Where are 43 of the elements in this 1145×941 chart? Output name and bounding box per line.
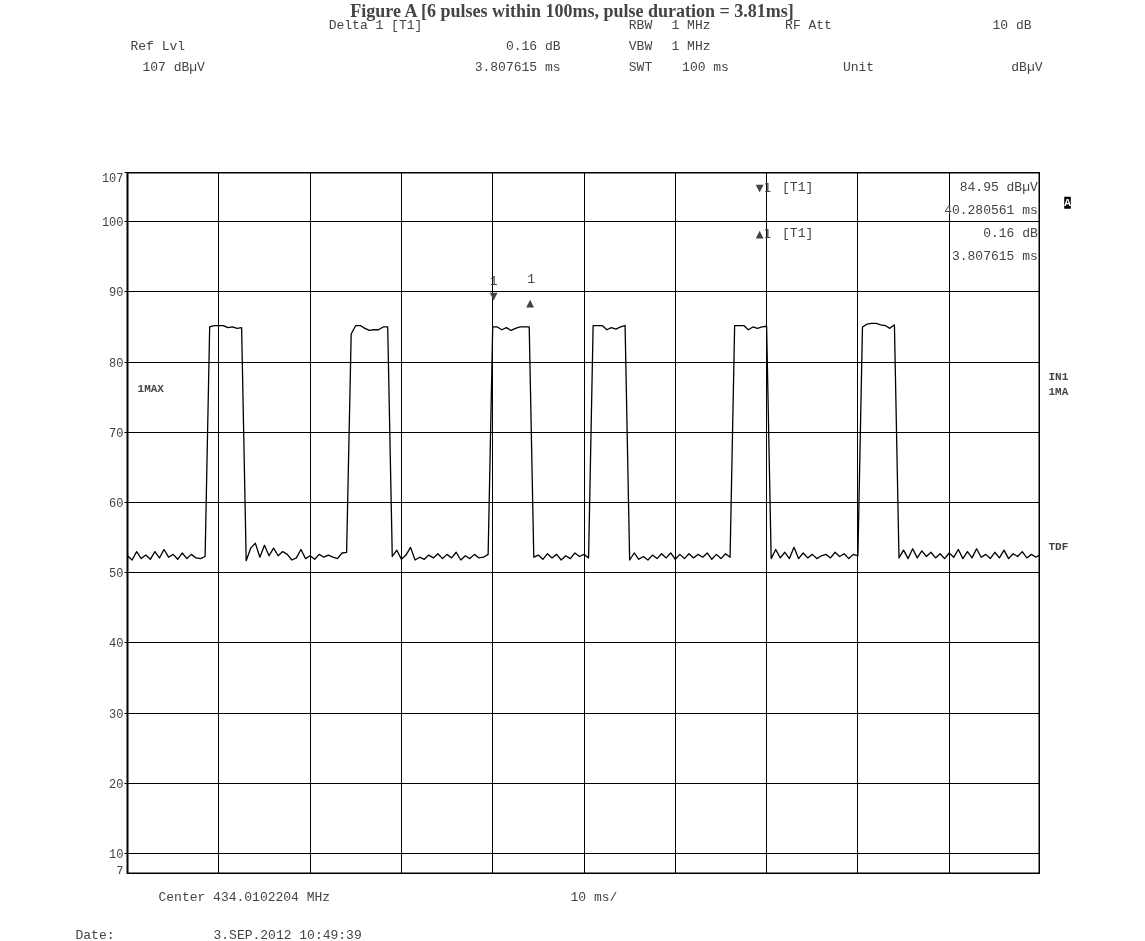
y-tick-label: 107: [101, 171, 124, 186]
text: RF Att: [785, 18, 832, 33]
annotation: ▲: [526, 294, 535, 310]
text: Ref Lvl: [130, 39, 186, 54]
y-tick-label: 100: [101, 216, 124, 231]
y-tick-label: 70: [109, 426, 124, 441]
annotation: 1: [527, 272, 536, 287]
y-tick-label: 50: [109, 567, 124, 582]
text: 10 dB: [992, 18, 1032, 33]
annotation: [T1]: [782, 226, 814, 242]
y-tick-label: 40: [109, 637, 124, 652]
text: 1 MHz: [671, 39, 711, 54]
annotation: [T1]: [782, 179, 814, 195]
annotation: 3.807615 ms: [951, 249, 1038, 265]
text: 100 ms: [682, 60, 729, 75]
annotation: 84.95 dBµV: [959, 179, 1038, 195]
text: 3.807615 ms: [474, 60, 561, 75]
text: dBµV: [1011, 60, 1043, 75]
annotation: 0.16 dB: [983, 226, 1038, 242]
text: VBW: [628, 39, 653, 54]
text: 107 dBµV: [142, 60, 206, 75]
text: 1MA: [1048, 386, 1069, 399]
text: SWT: [628, 60, 653, 75]
text: IN1: [1048, 371, 1069, 384]
text: Date:: [75, 928, 115, 941]
y-tick-label: 30: [109, 707, 124, 722]
text: 0.16 dB: [505, 39, 561, 54]
text: 1 MHz: [671, 18, 711, 33]
text: TDF: [1048, 540, 1069, 553]
chart-title: Figure A [6 pulses within 100ms, pulse duration = 3.81ms]: [350, 0, 794, 21]
y-tick-label: 20: [109, 777, 124, 792]
text: Center 434.0102204 MHz: [158, 890, 331, 905]
text: RBW: [628, 18, 653, 33]
y-tick-label: 60: [109, 496, 124, 511]
text: 3.SEP.2012 10:49:39: [213, 928, 362, 941]
annotation: 1MAX: [137, 382, 165, 395]
text: Unit: [842, 60, 875, 75]
y-tick-label: 90: [109, 286, 124, 301]
y-tick-label: 80: [109, 356, 124, 371]
y-tick-label: 10: [109, 847, 124, 862]
text: A: [1064, 196, 1072, 209]
text: 10 ms/: [570, 890, 618, 905]
y-tick-label: 7: [116, 864, 124, 879]
